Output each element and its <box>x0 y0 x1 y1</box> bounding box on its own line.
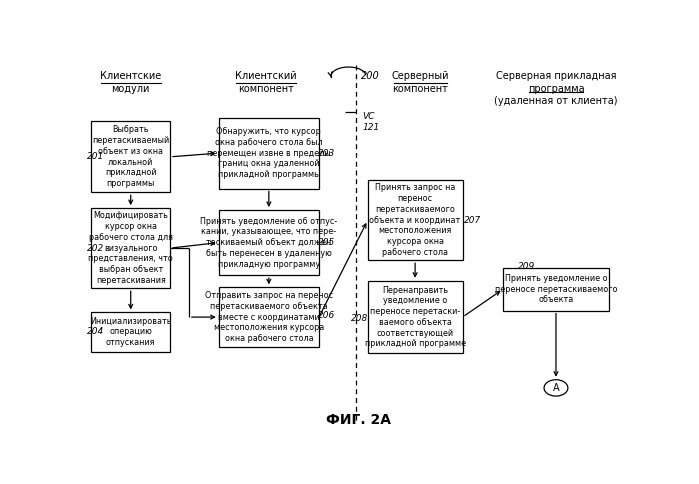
Bar <box>219 210 319 275</box>
Bar <box>92 313 170 351</box>
Bar <box>92 121 170 192</box>
Text: 203: 203 <box>317 149 335 158</box>
Bar <box>219 118 319 188</box>
Text: 204: 204 <box>87 328 105 336</box>
Text: 206: 206 <box>317 311 335 320</box>
Text: ФИГ. 2А: ФИГ. 2А <box>326 413 391 427</box>
Text: Принять уведомление об отпус-
кании, указывающее, что пере-
таскиваемый объект д: Принять уведомление об отпус- кании, ука… <box>200 216 338 269</box>
Text: 207: 207 <box>464 216 481 225</box>
Text: A: A <box>553 383 559 393</box>
Bar <box>368 180 463 260</box>
Text: Обнаружить, что курсор
окна рабочего стола был
перемещен извне в пределы
границ : Обнаружить, что курсор окна рабочего сто… <box>207 127 331 179</box>
Text: Модифицировать
курсор окна
рабочего стола для
визуального
представления, что
выб: Модифицировать курсор окна рабочего стол… <box>88 212 173 285</box>
Bar <box>219 287 319 347</box>
Text: Принять запрос на
перенос
перетаскиваемого
объекта и координат
местоположения
ку: Принять запрос на перенос перетаскиваемо… <box>370 183 461 257</box>
Text: Принять уведомление о
переносе перетаскиваемого
объекта: Принять уведомление о переносе перетаски… <box>495 274 617 304</box>
Text: Клиентские
модули: Клиентские модули <box>100 71 161 93</box>
Bar <box>368 281 463 353</box>
Text: 205: 205 <box>317 238 335 247</box>
Text: 200: 200 <box>361 71 380 81</box>
Text: Инициализировать
операцию
отпускания: Инициализировать операцию отпускания <box>90 317 171 347</box>
Text: Клиентский
компонент: Клиентский компонент <box>236 71 297 93</box>
Text: 208: 208 <box>351 315 368 323</box>
Circle shape <box>544 380 568 396</box>
Text: 209: 209 <box>518 262 535 271</box>
Bar <box>503 268 609 311</box>
Text: Выбрать
перетаскиваемый
объект из окна
локальной
прикладной
программы: Выбрать перетаскиваемый объект из окна л… <box>92 125 169 188</box>
Text: Перенаправить
уведомление о
переносе перетаски-
ваемого объекта
соответствующей
: Перенаправить уведомление о переносе пер… <box>365 286 466 348</box>
Bar <box>92 208 170 288</box>
Text: 202: 202 <box>87 243 105 253</box>
Text: 201: 201 <box>87 152 105 161</box>
Text: Серверный
компонент: Серверный компонент <box>391 71 449 93</box>
Text: Серверная прикладная
программа
(удаленная от клиента): Серверная прикладная программа (удаленна… <box>494 71 618 106</box>
Text: Отправить запрос на перенос
перетаскиваемого объекта
вместе с координатами
место: Отправить запрос на перенос перетаскивае… <box>205 291 333 343</box>
Text: VC
121: VC 121 <box>363 112 380 132</box>
